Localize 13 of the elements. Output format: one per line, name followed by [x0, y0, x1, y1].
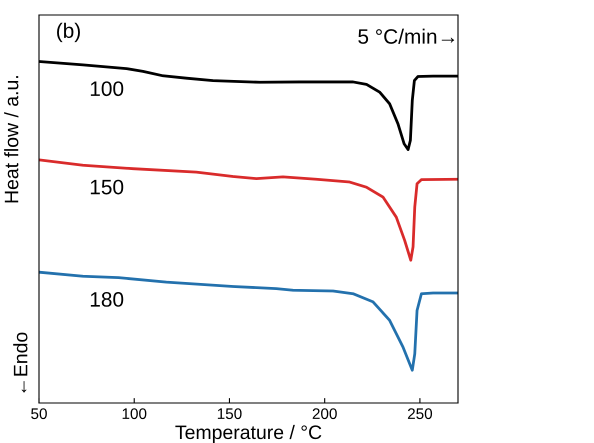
- text: ←Endo: [13, 332, 28, 393]
- series-label: 150: [90, 180, 124, 194]
- x-tick-label: 50: [31, 408, 47, 420]
- text: 5 °C/min→: [358, 28, 454, 44]
- series-label: 100: [90, 81, 124, 96]
- x-tick-label: 250: [408, 408, 432, 420]
- x-axis-title: Temperature / °C: [175, 424, 322, 443]
- text: (b): [57, 22, 80, 42]
- x-tick-label: 100: [122, 408, 146, 420]
- y-axis-title: Heat flow / a.u.: [4, 76, 18, 202]
- x-tick-label: 200: [312, 408, 337, 420]
- series-label: 180: [90, 292, 124, 307]
- x-tick-label: 150: [218, 408, 242, 420]
